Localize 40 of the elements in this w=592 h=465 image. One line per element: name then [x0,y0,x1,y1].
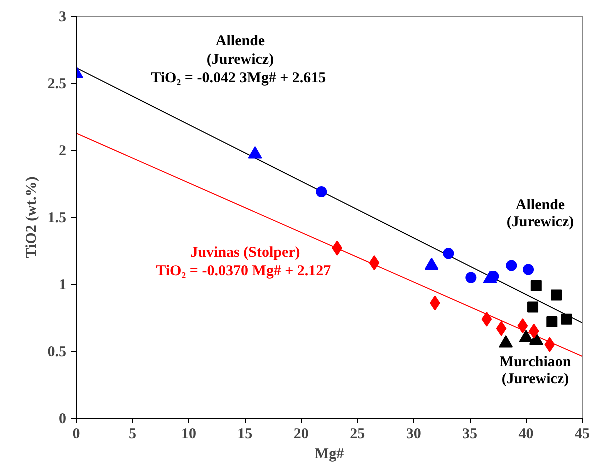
y-tick-label: 0 [59,412,66,428]
point [551,290,562,301]
point [316,186,328,198]
y-tick-label: 2.5 [48,76,66,92]
point [466,272,477,284]
point [528,324,540,339]
y-tick-label: 1.5 [48,210,66,226]
annotation: Allende (Jurewicz) [506,198,574,230]
y-tick-label: 0.5 [48,344,66,360]
annotation: Murchiaon (Jurewicz) [500,354,572,388]
x-tick-label: 30 [406,426,422,442]
point [369,256,380,271]
point [528,302,539,313]
x-tick-label: 20 [294,426,309,442]
x-tick-label: 25 [350,426,366,442]
x-tick-label: 10 [181,426,196,442]
point [443,248,454,260]
y-tick-label: 2 [59,144,66,160]
series-label: Allende (Jurewicz) TiO₂ = -0.042 3Mg# + 2.615 [151,34,326,86]
point [332,240,343,256]
point [544,337,556,352]
point [496,321,507,336]
x-tick-label: 0 [72,426,80,442]
x-tick-label: 45 [575,426,590,442]
x-tick-label: 35 [462,426,478,442]
point [506,260,518,272]
point [482,312,492,327]
series-label: Juvinas (Stolper) TiO₂ = -0.0370 Mg# + 2.127 [156,245,332,280]
x-tick-label: 15 [238,426,253,442]
y-tick-label: 1 [59,278,66,294]
point [530,280,542,292]
x-tick-label: 40 [518,426,534,442]
point [546,316,558,328]
point [518,318,528,334]
point [523,264,534,276]
y-axis-title: TiO2 (wt.%) [24,176,40,258]
x-tick-label: 5 [128,426,136,442]
y-tick-label: 3 [59,10,66,26]
x-axis-title: Mg# [314,446,345,462]
point [561,314,572,325]
